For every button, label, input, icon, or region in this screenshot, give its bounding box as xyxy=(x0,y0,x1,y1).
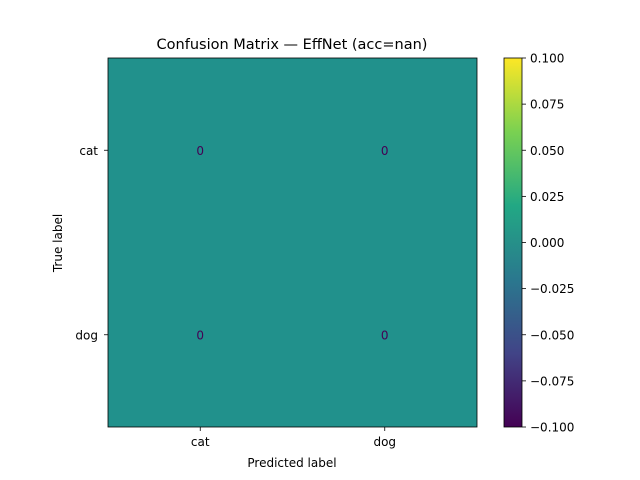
heatmap-cell xyxy=(108,242,293,427)
chart-title: Confusion Matrix — EffNet (acc=nan) xyxy=(157,37,428,53)
heatmap-cell xyxy=(292,242,477,427)
colorbar-tick-label: 0.050 xyxy=(530,144,564,158)
cell-value-label: 0 xyxy=(196,144,204,158)
cell-value-label: 0 xyxy=(381,328,389,342)
cell-value-label: 0 xyxy=(196,328,204,342)
y-tick-label: dog xyxy=(75,328,98,342)
y-tick-label: cat xyxy=(79,144,98,158)
plot-frame xyxy=(107,57,478,428)
colorbar-tick-label: −0.025 xyxy=(530,282,574,296)
x-tick-label: dog xyxy=(373,435,396,449)
colorbar-tick-label: 0.000 xyxy=(530,236,564,250)
colorbar-tick-label: 0.025 xyxy=(530,190,564,204)
x-axis-label: Predicted label xyxy=(247,456,336,470)
cell-value-label: 0 xyxy=(381,144,389,158)
heatmap-area: 0 0 0 0 cat dog cat dog xyxy=(75,57,478,449)
colorbar-tick-label: 0.075 xyxy=(530,98,564,112)
heatmap-cell xyxy=(108,58,293,243)
colorbar-tick-label: −0.100 xyxy=(530,421,574,435)
colorbar-tick-label: −0.075 xyxy=(530,374,574,388)
y-axis-label: True label xyxy=(51,214,65,273)
x-tick-label: cat xyxy=(191,435,210,449)
colorbar: 0.100 0.075 0.050 0.025 0.000 −0.025 −0.050 −0.… xyxy=(503,52,574,435)
colorbar-tick-label: −0.050 xyxy=(530,328,574,342)
colorbar-tick-label: 0.100 xyxy=(530,52,564,66)
colorbar-gradient xyxy=(504,58,522,427)
heatmap-cell xyxy=(292,58,477,243)
